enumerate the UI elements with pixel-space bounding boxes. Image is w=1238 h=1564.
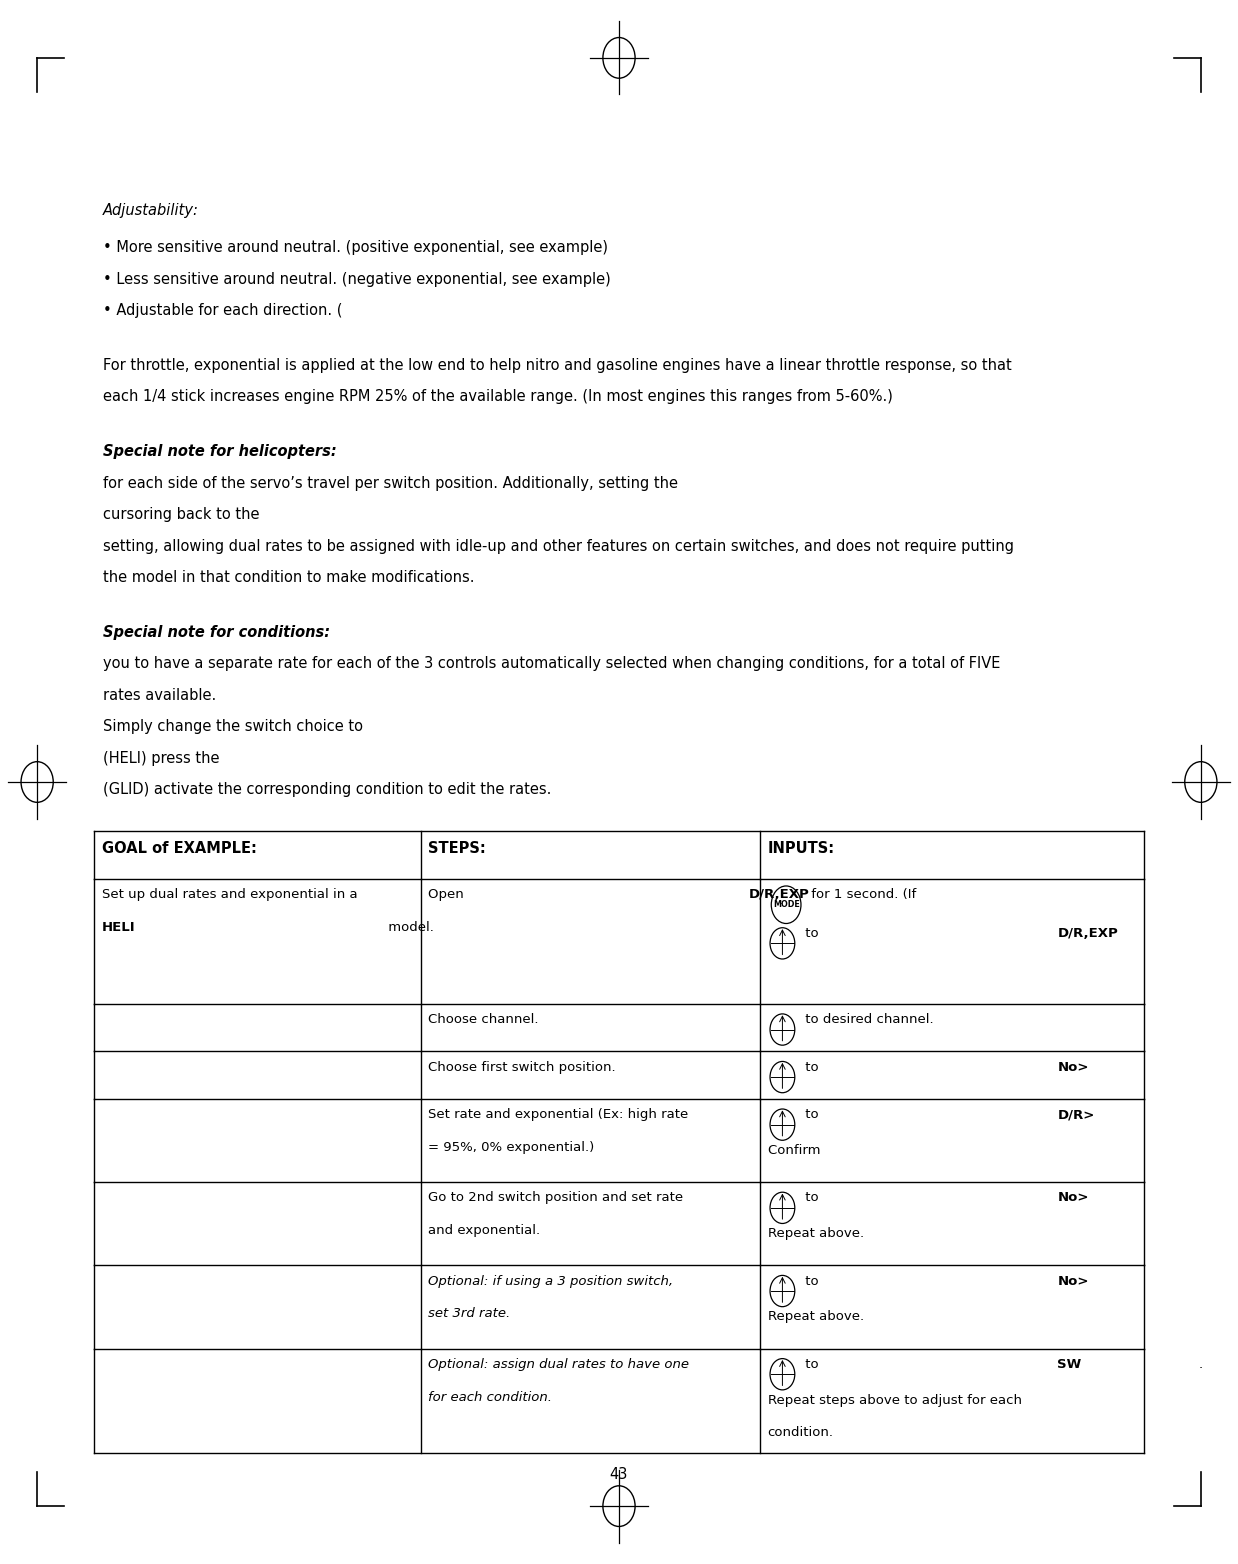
Text: Special note for conditions:: Special note for conditions:	[103, 624, 329, 640]
Text: Set up dual rates and exponential in a: Set up dual rates and exponential in a	[102, 888, 357, 901]
Text: Optional: assign dual rates to have one: Optional: assign dual rates to have one	[428, 1358, 690, 1372]
Text: Go to 2nd switch position and set rate: Go to 2nd switch position and set rate	[428, 1192, 683, 1204]
Text: for 1 second. (If: for 1 second. (If	[807, 888, 921, 901]
Text: Repeat above.: Repeat above.	[768, 1311, 864, 1323]
Text: to: to	[801, 927, 823, 940]
Text: Repeat steps above to adjust for each: Repeat steps above to adjust for each	[768, 1394, 1021, 1406]
Text: No>: No>	[1057, 1060, 1089, 1074]
Text: setting, allowing dual rates to be assigned with idle-up and other features on c: setting, allowing dual rates to be assig…	[103, 538, 1014, 554]
Text: • More sensitive around neutral. (positive exponential, see example): • More sensitive around neutral. (positi…	[103, 241, 608, 255]
Text: (HELI) press the: (HELI) press the	[103, 751, 224, 766]
Text: Adjustability:: Adjustability:	[103, 203, 198, 219]
Text: Simply change the switch choice to: Simply change the switch choice to	[103, 719, 368, 734]
Text: Choose first switch position.: Choose first switch position.	[428, 1060, 617, 1074]
Text: for each condition.: for each condition.	[428, 1390, 552, 1403]
Text: STEPS:: STEPS:	[428, 841, 487, 856]
Text: cursoring back to the: cursoring back to the	[103, 507, 264, 522]
Text: to desired channel.: to desired channel.	[801, 1013, 933, 1026]
Text: D/R,EXP: D/R,EXP	[1057, 927, 1118, 940]
Text: No>: No>	[1057, 1192, 1089, 1204]
Text: condition.: condition.	[768, 1426, 833, 1439]
Text: GOAL of EXAMPLE:: GOAL of EXAMPLE:	[102, 841, 256, 856]
Text: set 3rd rate.: set 3rd rate.	[428, 1308, 510, 1320]
Text: Optional: if using a 3 position switch,: Optional: if using a 3 position switch,	[428, 1275, 673, 1287]
Text: No>: No>	[1057, 1275, 1089, 1287]
Text: • Less sensitive around neutral. (negative exponential, see example): • Less sensitive around neutral. (negati…	[103, 272, 610, 286]
Text: • Adjustable for each direction. (: • Adjustable for each direction. (	[103, 303, 342, 317]
Text: Special note for helicopters:: Special note for helicopters:	[103, 444, 337, 460]
Text: = 95%, 0% exponential.): = 95%, 0% exponential.)	[428, 1142, 594, 1154]
Text: Repeat above.: Repeat above.	[768, 1228, 864, 1240]
Text: to: to	[801, 1358, 823, 1372]
Text: Confirm: Confirm	[768, 1143, 825, 1157]
Text: to: to	[801, 1109, 823, 1121]
Text: to: to	[801, 1060, 823, 1074]
Text: and exponential.: and exponential.	[428, 1225, 541, 1237]
Text: you to have a separate rate for each of the 3 controls automatically selected wh: you to have a separate rate for each of …	[103, 657, 1000, 671]
Text: Choose channel.: Choose channel.	[428, 1013, 539, 1026]
Text: rates available.: rates available.	[103, 688, 215, 702]
Text: model.: model.	[384, 921, 433, 934]
Text: for each side of the servo’s travel per switch position. Additionally, setting t: for each side of the servo’s travel per …	[103, 475, 682, 491]
Text: (GLID) activate the corresponding condition to edit the rates.: (GLID) activate the corresponding condit…	[103, 782, 551, 798]
Text: HELI: HELI	[102, 921, 135, 934]
Text: MODE: MODE	[773, 901, 800, 909]
Text: to: to	[801, 1275, 823, 1287]
Text: For throttle, exponential is applied at the low end to help nitro and gasoline e: For throttle, exponential is applied at …	[103, 358, 1011, 372]
Text: .: .	[1198, 1358, 1211, 1372]
Text: INPUTS:: INPUTS:	[768, 841, 834, 856]
Text: each 1/4 stick increases engine RPM 25% of the available range. (In most engines: each 1/4 stick increases engine RPM 25% …	[103, 389, 893, 405]
Text: to: to	[801, 1192, 823, 1204]
Text: D/R,EXP: D/R,EXP	[749, 888, 810, 901]
Text: Open: Open	[428, 888, 468, 901]
Text: D/R>: D/R>	[1057, 1109, 1094, 1121]
Text: the model in that condition to make modifications.: the model in that condition to make modi…	[103, 569, 474, 585]
Text: SW: SW	[1057, 1358, 1082, 1372]
Text: Set rate and exponential (Ex: high rate: Set rate and exponential (Ex: high rate	[428, 1109, 688, 1121]
Text: 43: 43	[610, 1467, 628, 1483]
